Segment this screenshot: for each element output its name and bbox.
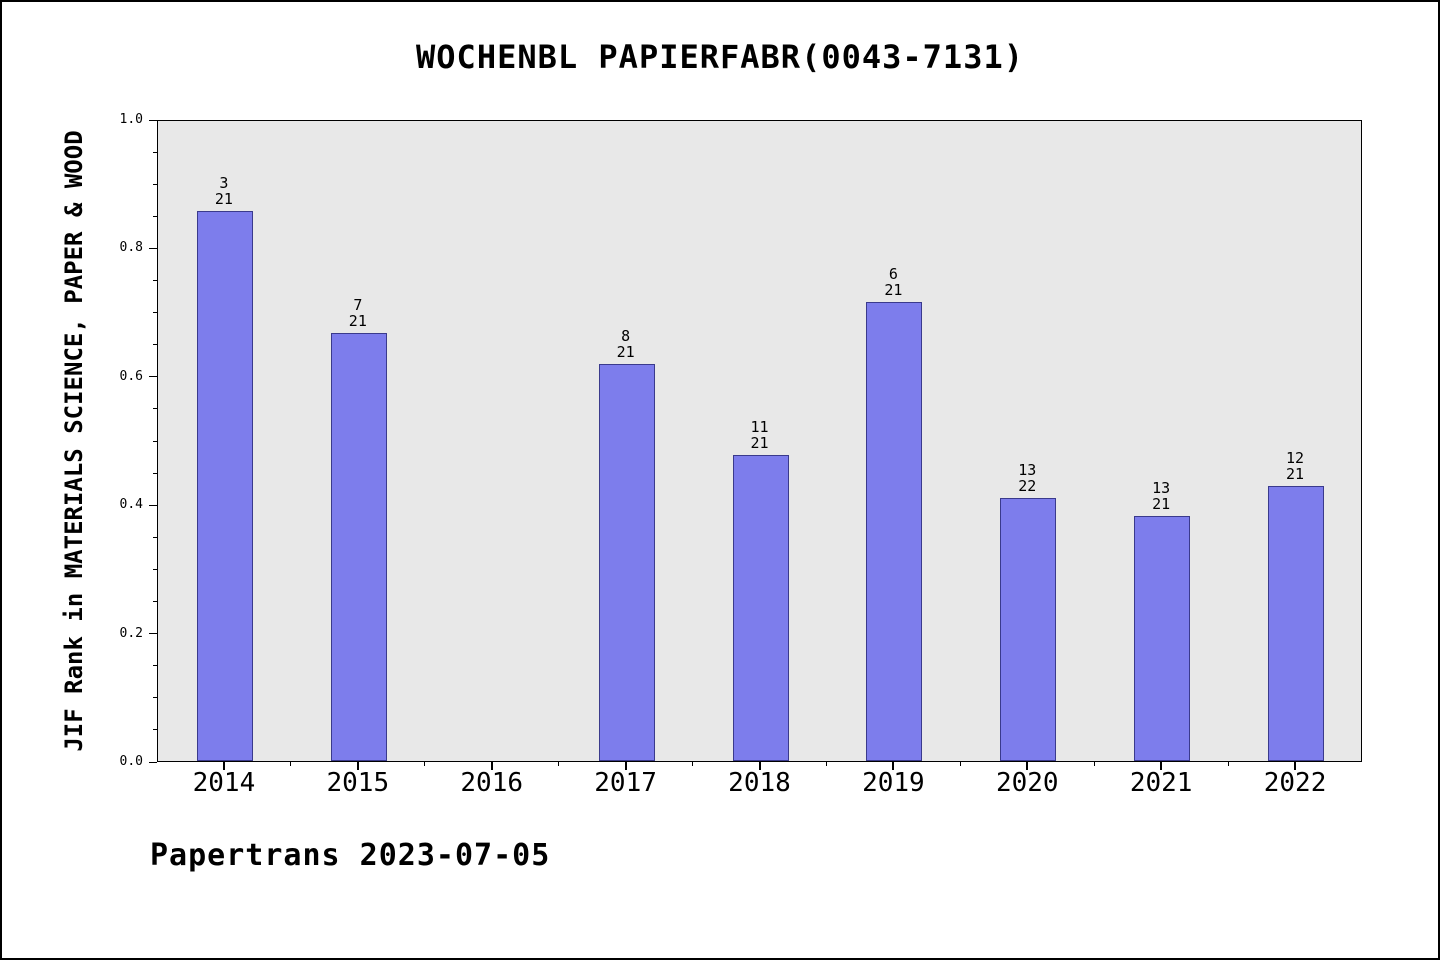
y-tick-minor xyxy=(153,408,157,410)
x-tick-minor xyxy=(1093,762,1095,766)
bar-label: 6 21 xyxy=(884,265,903,300)
x-tick-label: 2020 xyxy=(995,768,1059,798)
x-tick xyxy=(758,762,761,770)
y-tick-minor xyxy=(153,312,157,314)
x-tick-label: 2022 xyxy=(1263,768,1327,798)
y-tick-label: 0.0 xyxy=(119,754,143,769)
y-tick xyxy=(149,119,157,121)
x-tick-minor xyxy=(558,762,560,766)
x-tick xyxy=(490,762,493,770)
y-tick xyxy=(149,633,157,635)
y-tick-label: 0.4 xyxy=(119,497,143,513)
chart-title: WOCHENBL PAPIERFABR(0043-7131) xyxy=(416,38,1024,76)
y-tick-minor xyxy=(153,440,157,442)
x-tick xyxy=(222,762,225,770)
y-tick-minor xyxy=(153,183,157,185)
bar-label: 8 21 xyxy=(616,326,635,361)
y-tick-minor xyxy=(153,697,157,699)
x-tick xyxy=(892,762,895,770)
bar xyxy=(1000,498,1057,761)
x-tick xyxy=(1160,762,1163,770)
x-tick-label: 2015 xyxy=(326,768,390,798)
bar xyxy=(330,332,387,761)
x-tick-minor xyxy=(1227,762,1229,766)
bar xyxy=(598,363,655,761)
y-tick-label: 1.0 xyxy=(119,112,143,127)
y-tick-label: 0.2 xyxy=(119,625,143,641)
y-tick-minor xyxy=(153,568,157,570)
x-tick-label: 2019 xyxy=(862,768,925,798)
x-tick xyxy=(1294,762,1297,770)
y-tick-minor xyxy=(153,215,157,217)
x-tick-minor xyxy=(959,762,961,766)
bar-label: 13 22 xyxy=(1018,461,1037,496)
bar-label: 11 21 xyxy=(750,418,769,453)
x-tick xyxy=(624,762,627,770)
bar-label: 13 21 xyxy=(1152,479,1171,514)
y-tick-minor xyxy=(153,665,157,667)
x-tick-label: 2014 xyxy=(192,768,256,798)
y-tick xyxy=(149,247,157,249)
x-tick xyxy=(1026,762,1029,770)
y-tick-minor xyxy=(153,344,157,346)
y-tick-minor xyxy=(153,280,157,281)
y-tick-minor xyxy=(153,601,157,602)
y-tick-minor xyxy=(153,472,157,474)
x-tick-minor xyxy=(290,762,292,766)
x-tick xyxy=(356,762,359,770)
bar xyxy=(1268,485,1325,761)
bar xyxy=(1134,516,1191,761)
x-tick-minor xyxy=(692,762,694,766)
bar xyxy=(196,210,253,761)
bar xyxy=(732,455,789,761)
x-tick-label: 2016 xyxy=(460,768,524,798)
y-tick xyxy=(149,761,157,763)
bar-label: 3 21 xyxy=(214,173,233,208)
x-tick-label: 2018 xyxy=(728,768,791,798)
bar-label: 12 21 xyxy=(1286,448,1305,483)
bar xyxy=(866,302,923,761)
y-tick-label: 0.6 xyxy=(119,368,143,384)
x-tick-minor xyxy=(424,762,426,766)
x-tick-minor xyxy=(825,762,827,766)
y-tick xyxy=(149,376,157,378)
y-tick-label: 0.8 xyxy=(119,240,143,256)
x-tick-label: 2017 xyxy=(594,768,657,798)
plot-area xyxy=(157,120,1362,762)
footer-text: Papertrans 2023-07-05 xyxy=(150,838,551,873)
y-tick xyxy=(149,504,157,506)
y-tick-minor xyxy=(153,729,157,731)
y-tick-minor xyxy=(153,151,157,153)
x-tick-label: 2021 xyxy=(1129,768,1193,798)
y-axis-label: JIF Rank in MATERIALS SCIENCE, PAPER & W… xyxy=(60,130,88,752)
y-tick-minor xyxy=(153,536,157,538)
bar-label: 7 21 xyxy=(348,295,367,330)
